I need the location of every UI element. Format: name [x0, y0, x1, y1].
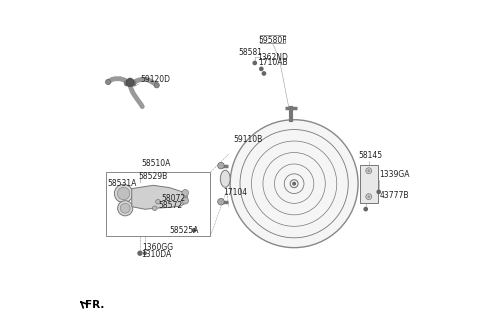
Circle shape	[154, 83, 159, 88]
Text: 59580F: 59580F	[258, 36, 287, 45]
Circle shape	[230, 120, 358, 248]
Circle shape	[366, 168, 372, 174]
Circle shape	[156, 199, 160, 204]
Text: 43777B: 43777B	[379, 191, 409, 200]
Text: 1310DA: 1310DA	[141, 250, 171, 259]
Text: FR.: FR.	[85, 300, 105, 310]
Text: 1339GA: 1339GA	[379, 170, 410, 179]
Text: 1362ND: 1362ND	[257, 53, 288, 62]
Text: 1710AB: 1710AB	[258, 58, 288, 67]
Polygon shape	[132, 185, 188, 209]
Circle shape	[366, 194, 372, 199]
Circle shape	[118, 201, 133, 216]
Circle shape	[138, 251, 142, 255]
Circle shape	[260, 67, 263, 71]
Text: 59110B: 59110B	[233, 135, 263, 144]
Circle shape	[117, 187, 130, 200]
Circle shape	[153, 206, 157, 211]
Circle shape	[126, 79, 134, 87]
Text: 59120D: 59120D	[140, 75, 170, 84]
Bar	[106, 172, 211, 236]
Circle shape	[292, 182, 296, 186]
Circle shape	[364, 208, 367, 211]
Circle shape	[144, 252, 146, 255]
Circle shape	[182, 197, 189, 204]
Circle shape	[377, 190, 380, 194]
Text: 58572: 58572	[158, 201, 182, 210]
FancyBboxPatch shape	[360, 165, 378, 202]
Circle shape	[218, 198, 224, 205]
Text: 58072: 58072	[161, 195, 185, 203]
Text: 58529B: 58529B	[138, 172, 168, 181]
Circle shape	[114, 184, 133, 203]
Text: 58510A: 58510A	[142, 159, 171, 168]
Text: 58145: 58145	[358, 151, 382, 160]
Text: 58531A: 58531A	[107, 179, 136, 188]
Ellipse shape	[220, 170, 230, 187]
Circle shape	[218, 162, 224, 169]
Circle shape	[182, 190, 189, 196]
Circle shape	[367, 169, 370, 172]
Text: 58525A: 58525A	[169, 226, 199, 235]
Circle shape	[262, 72, 265, 75]
Circle shape	[367, 195, 370, 198]
Bar	[260, 35, 285, 43]
Circle shape	[120, 203, 130, 213]
Circle shape	[192, 229, 196, 232]
Text: 58581: 58581	[239, 49, 263, 57]
Circle shape	[106, 79, 111, 85]
Text: 17104: 17104	[224, 188, 248, 197]
Text: 1360GG: 1360GG	[143, 243, 174, 252]
Circle shape	[253, 61, 256, 65]
